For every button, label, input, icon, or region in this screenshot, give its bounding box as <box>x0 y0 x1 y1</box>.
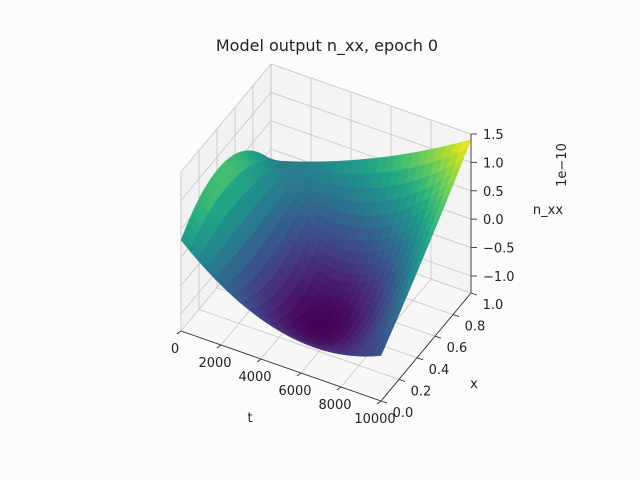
gridline-z-back <box>270 63 472 135</box>
x-tick-label: 0.2 <box>411 384 432 399</box>
gridline-x-floor <box>198 309 400 380</box>
x-tick <box>470 292 478 296</box>
z-tick-label: 1.0 <box>483 156 504 171</box>
z-offset-label: 1e−10 <box>555 143 570 187</box>
t-tick <box>176 330 182 335</box>
z-tick-label: 0.5 <box>483 185 504 200</box>
x-tick <box>434 335 442 339</box>
t-tick-label: 4000 <box>238 370 271 385</box>
z-tick-label: 1.5 <box>483 128 504 143</box>
x-tick <box>380 400 388 404</box>
axis-lines <box>180 134 472 402</box>
x-tick <box>452 314 460 318</box>
gridline-z-left <box>180 92 272 201</box>
t-tick-label: 6000 <box>278 384 311 399</box>
x-tick <box>416 357 424 361</box>
x-tick-label: 0.8 <box>465 320 486 335</box>
x-tick-label: 0.6 <box>447 341 468 356</box>
t-tick-label: 0 <box>171 342 179 357</box>
x-tick <box>398 378 406 382</box>
x-axis-line <box>380 292 472 402</box>
ticks: 02000400060008000100000.00.20.40.60.81.0… <box>171 128 515 427</box>
t-axis-line <box>180 330 382 402</box>
x-tick-label: 0.0 <box>393 406 414 421</box>
x-tick-label: 0.4 <box>429 363 450 378</box>
t-tick <box>376 400 382 405</box>
t-tick <box>296 372 302 377</box>
y-axis-label: x <box>470 377 478 392</box>
t-tick-label: 8000 <box>318 398 351 413</box>
t-tick <box>216 344 222 349</box>
z-tick-label: −0.5 <box>483 242 515 257</box>
gridline-z-left <box>180 63 272 173</box>
x-tick-label: 1.0 <box>483 298 504 313</box>
z-axis-label: n_xx <box>533 203 563 218</box>
surface <box>180 139 472 357</box>
z-tick-label: 0.0 <box>483 213 504 228</box>
x-axis-label: t <box>247 411 252 426</box>
chart-title: Model output n_xx, epoch 0 <box>216 36 438 56</box>
surface-patch <box>372 346 386 357</box>
z-tick-label: −1.0 <box>483 270 515 285</box>
t-tick <box>336 386 342 391</box>
t-tick <box>256 358 262 363</box>
t-tick-label: 10000 <box>354 412 395 427</box>
t-tick-label: 2000 <box>198 356 231 371</box>
